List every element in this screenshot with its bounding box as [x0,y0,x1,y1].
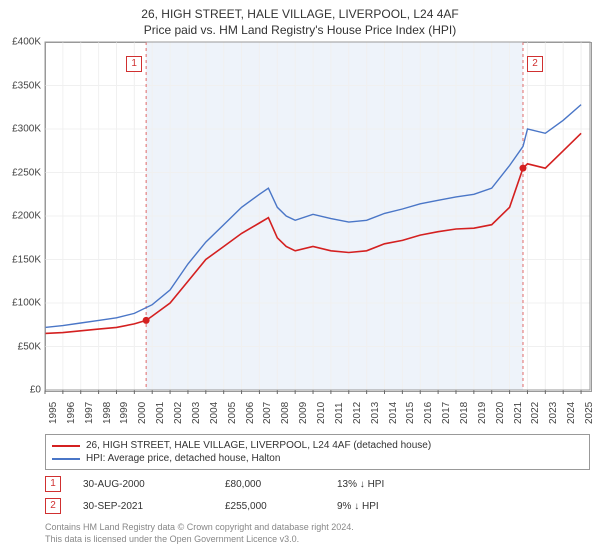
x-tick-label: 2020 [495,402,506,424]
x-tick-label: 2008 [280,402,291,424]
x-tick-label: 2007 [262,402,273,424]
chart-marker-box: 2 [527,56,543,72]
marker-row-box: 2 [45,498,61,514]
x-tick-label: 2011 [334,402,345,424]
x-tick-label: 2016 [423,402,434,424]
legend-swatch [52,445,80,447]
legend-swatch [52,458,80,460]
marker-row-cell: £80,000 [225,479,315,490]
x-tick-label: 2021 [513,402,524,424]
marker-row-cell: 30-AUG-2000 [83,479,203,490]
legend-label: 26, HIGH STREET, HALE VILLAGE, LIVERPOOL… [86,440,431,451]
y-tick-label: £400K [3,37,41,48]
x-tick-label: 2006 [245,402,256,424]
x-tick-label: 2017 [441,402,452,424]
marker-row-cell: 30-SEP-2021 [83,501,203,512]
x-tick-label: 2015 [405,402,416,424]
x-tick-label: 2013 [370,402,381,424]
y-tick-label: £150K [3,254,41,265]
y-tick-label: £200K [3,211,41,222]
marker-row-cell: £255,000 [225,501,315,512]
y-tick-label: £300K [3,124,41,135]
y-tick-label: £50K [3,341,41,352]
x-tick-label: 1997 [84,402,95,424]
marker-row-1: 1 30-AUG-2000 £80,000 13% ↓ HPI [45,476,427,492]
marker-row-box: 1 [45,476,61,492]
chart-marker-box: 1 [126,56,142,72]
footer-line: Contains HM Land Registry data © Crown c… [45,522,354,534]
y-tick-label: £0 [3,385,41,396]
x-tick-label: 1995 [48,402,59,424]
x-tick-label: 2005 [227,402,238,424]
x-tick-label: 2009 [298,402,309,424]
legend: 26, HIGH STREET, HALE VILLAGE, LIVERPOOL… [45,434,590,470]
x-tick-label: 2000 [137,402,148,424]
legend-row: HPI: Average price, detached house, Halt… [52,452,583,465]
marker-row-cell: 9% ↓ HPI [337,501,427,512]
y-tick-label: £350K [3,80,41,91]
legend-row: 26, HIGH STREET, HALE VILLAGE, LIVERPOOL… [52,439,583,452]
x-tick-label: 2022 [530,402,541,424]
x-tick-label: 1998 [102,402,113,424]
marker-row-2: 2 30-SEP-2021 £255,000 9% ↓ HPI [45,498,427,514]
x-tick-label: 2014 [388,402,399,424]
x-tick-label: 2025 [584,402,595,424]
x-tick-label: 2018 [459,402,470,424]
x-tick-label: 2024 [566,402,577,424]
x-tick-label: 2012 [352,402,363,424]
x-tick-label: 1996 [66,402,77,424]
x-tick-label: 2010 [316,402,327,424]
x-tick-label: 2001 [155,402,166,424]
y-tick-label: £250K [3,167,41,178]
legend-label: HPI: Average price, detached house, Halt… [86,453,280,464]
x-tick-label: 2004 [209,402,220,424]
x-tick-label: 2002 [173,402,184,424]
footer-line: This data is licensed under the Open Gov… [45,534,354,546]
x-tick-label: 2003 [191,402,202,424]
footer-text: Contains HM Land Registry data © Crown c… [45,522,354,545]
x-tick-label: 1999 [119,402,130,424]
x-tick-label: 2023 [548,402,559,424]
x-tick-label: 2019 [477,402,488,424]
y-tick-label: £100K [3,298,41,309]
marker-row-cell: 13% ↓ HPI [337,479,427,490]
chart-container: 26, HIGH STREET, HALE VILLAGE, LIVERPOOL… [0,0,600,560]
